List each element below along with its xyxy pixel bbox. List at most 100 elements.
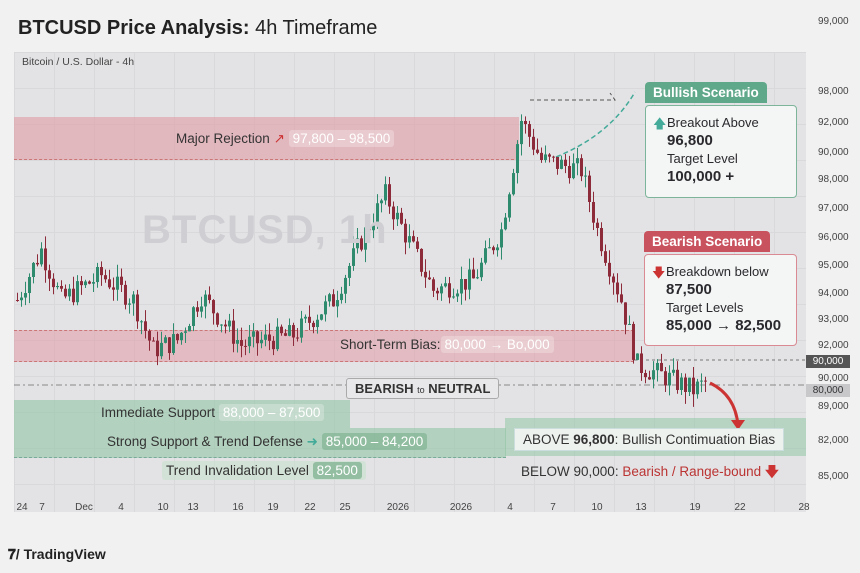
candle-body [460, 279, 463, 294]
x-tick-label: Dec [75, 502, 93, 513]
candle-body [436, 290, 439, 294]
candle-body [508, 194, 511, 218]
bearish-projection-arrow [709, 381, 740, 426]
candle-body [236, 340, 239, 344]
candle-body [252, 331, 255, 337]
candle-body [344, 277, 347, 294]
candle-body [636, 353, 639, 360]
projection-line [530, 92, 616, 101]
short-term-bias-label: Short-Term Bias: 80,000 → Bo,000 [340, 336, 554, 353]
candle-body [500, 229, 503, 248]
candle-body [60, 285, 63, 289]
candle-body [672, 369, 675, 373]
candle-body [612, 276, 615, 283]
bullish-projection-arrow [555, 91, 636, 158]
candle-body [376, 203, 379, 226]
bearish-arrowhead [731, 420, 745, 430]
candle-body [484, 248, 487, 263]
candle-body [392, 206, 395, 220]
candle-body [424, 271, 427, 278]
candle-body [332, 294, 335, 307]
candle-body [112, 287, 115, 290]
candle-body [404, 223, 407, 243]
candle-body [340, 293, 343, 301]
tradingview-logo[interactable]: 𝟕/ TradingView [8, 546, 106, 562]
candle-body [100, 267, 103, 276]
x-tick-label: 19 [267, 502, 279, 513]
candle-body [472, 269, 475, 279]
x-tick-label: 22 [304, 502, 316, 513]
candle-body [648, 377, 651, 380]
candle-body [664, 371, 667, 386]
short-term-bias-zone [14, 330, 634, 362]
y-tick-label: 99,000 [818, 16, 849, 27]
candle-body [620, 294, 623, 303]
candle-body [92, 282, 95, 284]
candle-body [20, 297, 23, 301]
candle-body [204, 294, 207, 307]
candle-body [416, 241, 419, 249]
y-tick-label: 96,000 [818, 232, 849, 243]
candle-body [180, 332, 183, 341]
candle-body [588, 175, 591, 202]
candle-body [72, 288, 75, 303]
candle-body [652, 370, 655, 380]
y-tick-label: 98,000 [818, 174, 849, 185]
candle-body [428, 277, 431, 280]
candle-body [688, 377, 691, 392]
candle-body [536, 149, 539, 153]
x-tick-label: 16 [232, 502, 244, 513]
candle-body [700, 380, 703, 382]
bearish-scenario-header: Bearish Scenario [644, 231, 771, 252]
candle-body [444, 283, 447, 287]
y-tick-label: 85,000 [818, 471, 849, 482]
candle-body [36, 262, 39, 265]
candle-body [704, 380, 707, 382]
candle-body [40, 248, 43, 265]
candle-body [264, 334, 267, 340]
candle-body [76, 281, 79, 303]
candle-body [292, 325, 295, 338]
candle-body [88, 281, 91, 284]
tradingview-icon: 𝟕/ [8, 546, 20, 562]
x-tick-label: 4 [507, 502, 513, 513]
candle-body [44, 248, 47, 271]
candle-body [220, 324, 223, 326]
candle-body [476, 277, 479, 279]
x-tick-label: 24 [16, 502, 28, 513]
candle-body [680, 377, 683, 390]
candle-body [560, 159, 563, 169]
candle-body [240, 340, 243, 346]
x-tick-label: 19 [689, 502, 701, 513]
candle-body [152, 340, 155, 342]
candle-body [16, 299, 19, 301]
candle-body [144, 321, 147, 331]
candle-body [68, 288, 71, 297]
bearish-breakdown-value: 87,500 [666, 281, 712, 298]
candle-body [480, 262, 483, 278]
candle-body [32, 262, 35, 277]
candle-body [192, 307, 195, 326]
invalidation-label: Trend Invalidation Level 82,500 [162, 461, 366, 480]
candle-body [456, 293, 459, 297]
candle-body [336, 300, 339, 307]
y-tick-label: 90,000 [818, 147, 849, 158]
candle-body [692, 377, 695, 395]
candle-body [348, 265, 351, 278]
candle-body [552, 156, 555, 158]
candle-body [160, 342, 163, 357]
arrow-up-icon: 🡅 [653, 116, 667, 131]
below-outlook: BELOW 90,000: Bearish / Range-bound 🡇 [521, 464, 779, 479]
candle-body [524, 121, 527, 125]
candle-body [420, 248, 423, 272]
candle-body [356, 238, 359, 249]
candle-body [548, 154, 551, 157]
candle-body [244, 345, 247, 347]
candle-body [492, 247, 495, 251]
candle-body [304, 316, 307, 319]
candle-body [156, 340, 159, 357]
candle-body [320, 314, 323, 320]
candle-body [84, 281, 87, 286]
candle-body [260, 339, 263, 344]
candle-body [364, 227, 367, 250]
